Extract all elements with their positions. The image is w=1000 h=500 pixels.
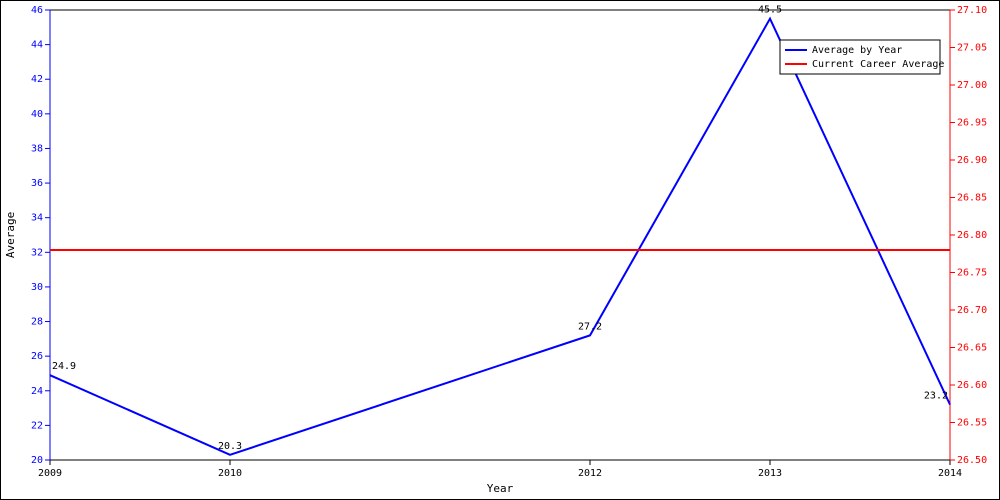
svg-text:27.10: 27.10	[957, 5, 987, 16]
svg-text:23.2: 23.2	[924, 391, 948, 402]
svg-text:26.55: 26.55	[957, 418, 987, 429]
svg-text:24.9: 24.9	[52, 361, 76, 372]
svg-text:26.65: 26.65	[957, 343, 987, 354]
svg-text:44: 44	[31, 40, 43, 51]
svg-text:26.75: 26.75	[957, 268, 987, 279]
svg-text:Average by Year: Average by Year	[812, 45, 902, 56]
svg-text:45.5: 45.5	[758, 5, 782, 16]
svg-text:Year: Year	[487, 482, 514, 495]
svg-text:38: 38	[31, 143, 43, 154]
svg-text:20.3: 20.3	[218, 441, 242, 452]
svg-text:27.05: 27.05	[957, 43, 987, 54]
svg-text:24: 24	[31, 386, 43, 397]
svg-text:26.60: 26.60	[957, 380, 987, 391]
svg-text:27.2: 27.2	[578, 321, 602, 332]
svg-text:40: 40	[31, 109, 43, 120]
svg-text:26: 26	[31, 351, 43, 362]
svg-text:46: 46	[31, 5, 43, 16]
svg-text:2012: 2012	[578, 468, 602, 479]
chart-container: 2009 2010 2012 2013 2014 Year 20 22 24 26 28 30 32 34…	[0, 0, 1000, 500]
svg-text:32: 32	[31, 247, 43, 258]
svg-text:26.95: 26.95	[957, 118, 987, 129]
svg-text:28: 28	[31, 317, 43, 328]
svg-text:Current Career Average: Current Career Average	[812, 59, 944, 70]
svg-text:20: 20	[31, 455, 43, 466]
svg-text:2014: 2014	[938, 468, 962, 479]
svg-text:36: 36	[31, 178, 43, 189]
svg-text:30: 30	[31, 282, 43, 293]
svg-text:42: 42	[31, 74, 43, 85]
svg-text:26.70: 26.70	[957, 305, 987, 316]
svg-text:26.90: 26.90	[957, 155, 987, 166]
svg-text:22: 22	[31, 420, 43, 431]
dual-axis-line-chart: 2009 2010 2012 2013 2014 Year 20 22 24 26 28 30 32 34…	[0, 0, 1000, 500]
svg-text:34: 34	[31, 213, 43, 224]
svg-text:26.80: 26.80	[957, 230, 987, 241]
svg-text:2010: 2010	[218, 468, 242, 479]
svg-text:Average: Average	[4, 212, 17, 258]
svg-text:26.85: 26.85	[957, 193, 987, 204]
svg-text:27.00: 27.00	[957, 80, 987, 91]
svg-text:26.50: 26.50	[957, 455, 987, 466]
svg-text:2013: 2013	[758, 468, 782, 479]
svg-text:2009: 2009	[38, 468, 62, 479]
